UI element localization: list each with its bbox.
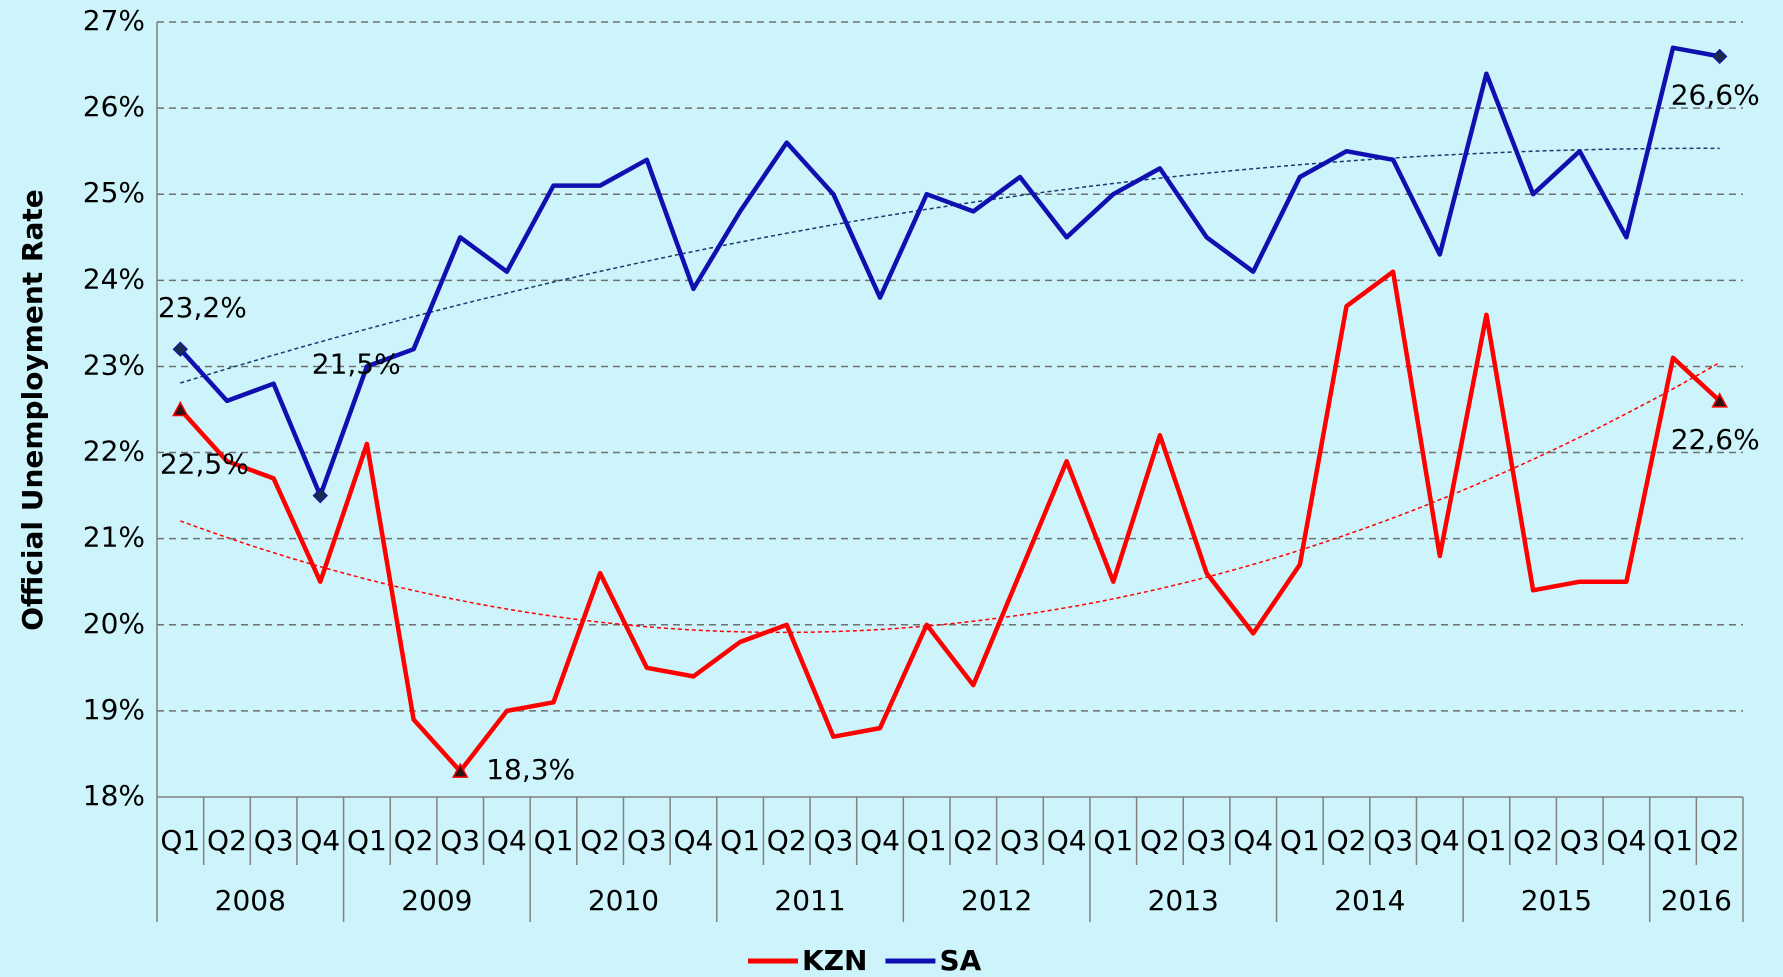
x-tick-label: Q2: [207, 824, 247, 857]
data-label: 18,3%: [486, 753, 575, 786]
data-label: 23,2%: [158, 291, 247, 324]
x-tick-label: Q4: [1606, 824, 1646, 857]
x-tick-label: Q4: [1047, 824, 1087, 857]
x-tick-label: Q2: [953, 824, 993, 857]
legend-label: SA: [939, 944, 981, 977]
point-marker: [312, 487, 328, 504]
x-tick-label: Q3: [440, 824, 480, 857]
x-tick-label: Q2: [1327, 824, 1367, 857]
x-tick-label: Q2: [580, 824, 620, 857]
point-marker: [451, 762, 469, 778]
x-tick-label: Q1: [160, 824, 200, 857]
x-group-label: 2009: [401, 884, 472, 917]
x-tick-label: Q3: [813, 824, 853, 857]
y-tick-label: 23%: [83, 348, 145, 381]
y-tick-label: 21%: [83, 521, 145, 554]
trendline: [180, 361, 1721, 634]
x-group-label: 2015: [1521, 884, 1592, 917]
x-tick-label: Q3: [1560, 824, 1600, 857]
x-tick-label: Q3: [1373, 824, 1413, 857]
point-marker: [172, 400, 189, 417]
x-group-label: 2014: [1334, 884, 1405, 917]
x-tick-label: Q2: [1140, 824, 1180, 857]
x-tick-label: Q4: [674, 824, 714, 857]
y-tick-label: 25%: [83, 176, 145, 209]
y-tick-label: 19%: [83, 693, 145, 726]
x-tick-label: Q4: [860, 824, 900, 857]
data-label: 22,5%: [160, 448, 249, 481]
y-tick-label: 27%: [83, 4, 145, 37]
x-tick-label: Q1: [534, 824, 574, 857]
x-tick-label: Q3: [1000, 824, 1040, 857]
y-tick-label: 24%: [83, 262, 145, 295]
y-axis-label: Official Unemployment Rate: [16, 189, 49, 631]
trendline: [180, 147, 1720, 384]
x-group-label: 2013: [1148, 884, 1219, 917]
x-tick-label: Q4: [487, 824, 527, 857]
data-label: 26,6%: [1671, 78, 1760, 111]
y-tick-label: 22%: [83, 435, 145, 468]
x-tick-label: Q1: [1467, 824, 1507, 857]
x-tick-label: Q1: [720, 824, 760, 857]
x-group-label: 2016: [1661, 884, 1732, 917]
legend-label: KZN: [802, 944, 867, 977]
x-tick-label: Q2: [1513, 824, 1553, 857]
x-tick-label: Q2: [1700, 824, 1740, 857]
x-tick-label: Q4: [300, 824, 340, 857]
point-marker: [172, 341, 189, 357]
x-group-label: 2010: [588, 884, 659, 917]
x-tick-label: Q1: [347, 824, 387, 857]
x-tick-label: Q2: [767, 824, 807, 857]
x-tick-label: Q3: [627, 824, 667, 857]
point-marker: [1711, 48, 1728, 65]
series-line: [178, 45, 1721, 498]
x-group-label: 2008: [215, 884, 286, 917]
x-tick-label: Q1: [1093, 824, 1133, 857]
y-tick-label: 20%: [83, 607, 145, 640]
x-group-label: 2012: [961, 884, 1032, 917]
x-tick-label: Q1: [1280, 824, 1320, 857]
x-tick-label: Q1: [1653, 824, 1693, 857]
data-label: 22,6%: [1671, 423, 1760, 456]
point-marker: [1711, 392, 1728, 408]
x-tick-label: Q4: [1420, 824, 1460, 857]
data-label: 21,5%: [312, 348, 401, 381]
y-tick-label: 18%: [83, 779, 145, 812]
x-tick-label: Q1: [907, 824, 947, 857]
series-line: [178, 269, 1722, 774]
x-tick-label: Q4: [1233, 824, 1273, 857]
x-group-label: 2011: [774, 884, 845, 917]
x-tick-label: Q3: [254, 824, 294, 857]
y-tick-label: 26%: [83, 90, 145, 123]
x-tick-label: Q2: [394, 824, 434, 857]
x-tick-label: Q3: [1187, 824, 1227, 857]
